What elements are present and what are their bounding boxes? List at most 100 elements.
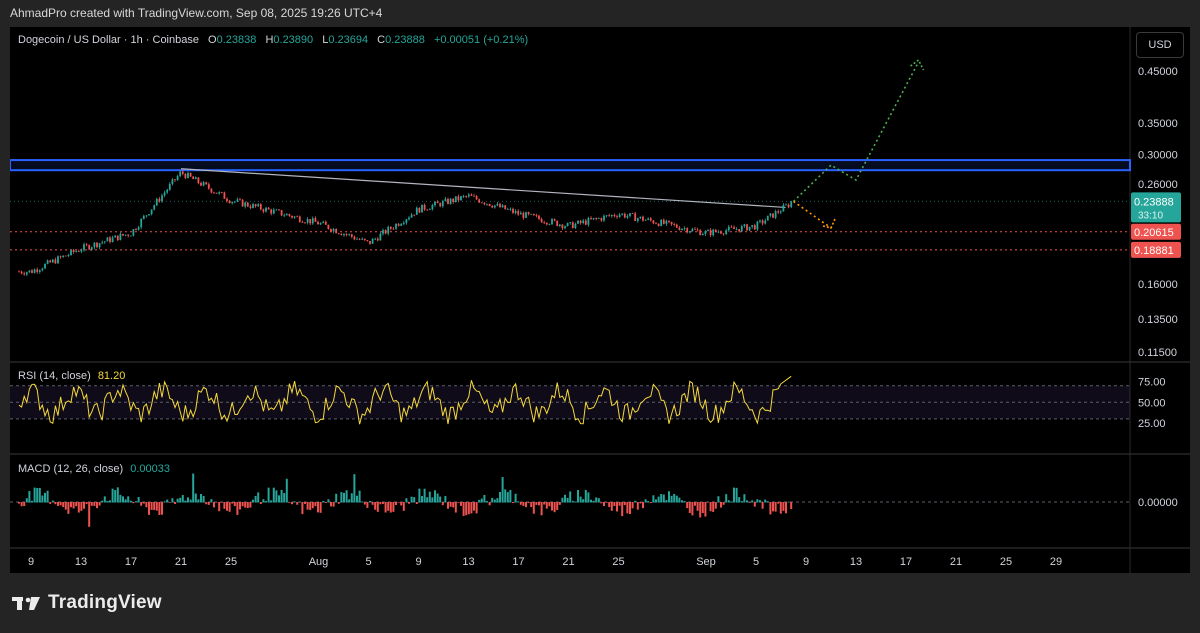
candle-body bbox=[31, 270, 33, 273]
macd-bar bbox=[683, 501, 686, 503]
chart-area[interactable]: 0.45000 0.35000 0.30000 0.26000 0.16000 0.135… bbox=[10, 27, 1190, 573]
candle-body bbox=[155, 198, 158, 206]
macd-bar bbox=[194, 493, 197, 503]
macd-bar bbox=[44, 492, 46, 503]
macd-bar bbox=[634, 500, 637, 503]
macd-bar bbox=[460, 502, 462, 506]
candle-body bbox=[267, 207, 270, 210]
macd-bar bbox=[402, 502, 405, 511]
candle-body bbox=[51, 259, 54, 263]
candle-body bbox=[478, 199, 481, 203]
macd-bar bbox=[54, 502, 57, 505]
candle-body bbox=[330, 228, 332, 232]
macd-bar bbox=[83, 502, 85, 509]
candle-body bbox=[421, 204, 423, 213]
macd-bar bbox=[772, 502, 774, 512]
rsi-tick-label: 50.00 bbox=[1138, 397, 1166, 409]
macd-bar bbox=[647, 501, 650, 503]
macd-bar bbox=[101, 500, 104, 503]
candle-body bbox=[701, 233, 704, 236]
currency-button[interactable]: USD bbox=[1136, 32, 1184, 58]
macd-bar bbox=[23, 502, 26, 507]
candle-body bbox=[530, 213, 533, 215]
macd-bar bbox=[551, 502, 553, 511]
candle-body bbox=[335, 228, 338, 234]
macd-bar bbox=[535, 502, 538, 505]
macd-bar bbox=[623, 502, 626, 506]
candle-body bbox=[769, 213, 772, 216]
candle-body bbox=[733, 227, 735, 229]
macd-bar bbox=[470, 502, 473, 514]
macd-bar bbox=[597, 498, 600, 503]
candle-body bbox=[600, 218, 603, 221]
macd-bar bbox=[220, 502, 223, 503]
macd-bar bbox=[556, 502, 559, 510]
macd-bar bbox=[527, 502, 530, 503]
macd-bar bbox=[20, 502, 23, 507]
macd-bar bbox=[215, 502, 218, 503]
rsi-value: 81.20 bbox=[97, 370, 126, 382]
macd-bar bbox=[587, 492, 590, 503]
macd-bar bbox=[395, 502, 397, 506]
macd-bar bbox=[779, 502, 782, 514]
candle-body bbox=[499, 203, 501, 208]
macd-bar bbox=[116, 487, 119, 503]
candle-body bbox=[161, 195, 163, 202]
macd-bar bbox=[491, 497, 494, 503]
macd-bar bbox=[41, 495, 44, 503]
high-value: 0.23890 bbox=[273, 34, 314, 46]
candle-body bbox=[72, 249, 75, 253]
macd-bar bbox=[701, 502, 704, 514]
candle-body bbox=[582, 220, 585, 223]
candle-body bbox=[727, 226, 730, 231]
price-tick-label: 0.26000 bbox=[1138, 179, 1178, 191]
macd-bar bbox=[348, 499, 351, 503]
macd-bar bbox=[311, 502, 314, 509]
candle-body bbox=[564, 226, 566, 229]
candle-body bbox=[382, 230, 384, 234]
candle-body bbox=[223, 192, 226, 199]
macd-label: MACD (12, 26, close) bbox=[18, 463, 124, 475]
candle-body bbox=[743, 224, 746, 227]
candle-body bbox=[210, 188, 213, 193]
candle-body bbox=[759, 220, 761, 222]
macd-bar bbox=[543, 502, 546, 505]
candle-body bbox=[298, 216, 301, 222]
macd-value: 0.00033 bbox=[130, 463, 170, 475]
macd-bar bbox=[285, 478, 288, 503]
candle-body bbox=[486, 203, 488, 205]
candle-body bbox=[241, 199, 244, 207]
macd-bar bbox=[522, 502, 525, 506]
macd-bar bbox=[566, 497, 569, 503]
macd-bar bbox=[25, 498, 28, 503]
macd-bar bbox=[371, 502, 374, 505]
candle-body bbox=[80, 250, 83, 252]
candle-body bbox=[202, 182, 205, 186]
candle-body bbox=[239, 199, 241, 201]
candle-body bbox=[772, 213, 774, 218]
bearish-arrowhead bbox=[822, 218, 836, 229]
candle-body bbox=[249, 206, 252, 208]
candle-body bbox=[766, 215, 769, 221]
candle-body bbox=[657, 223, 660, 226]
candle-body bbox=[488, 203, 491, 206]
candle-body bbox=[20, 271, 23, 274]
candle-body bbox=[220, 192, 223, 193]
candle-body bbox=[673, 224, 676, 225]
macd-bar bbox=[366, 502, 369, 508]
candle-body bbox=[64, 255, 67, 257]
candle-body bbox=[356, 238, 358, 240]
candle-body bbox=[527, 212, 530, 215]
candle-body bbox=[426, 209, 429, 211]
time-tick-label: 9 bbox=[415, 556, 421, 568]
macd-bar bbox=[639, 502, 642, 504]
chart-canvas[interactable]: 0.45000 0.35000 0.30000 0.26000 0.16000 0.135… bbox=[10, 27, 1190, 573]
macd-bar bbox=[613, 502, 616, 506]
candle-body bbox=[18, 271, 20, 273]
macd-bar bbox=[262, 499, 265, 503]
candle-body bbox=[314, 218, 317, 222]
macd-bar bbox=[553, 502, 556, 513]
macd-bar bbox=[714, 502, 717, 509]
macd-bar bbox=[727, 500, 730, 503]
candle-body bbox=[522, 212, 525, 218]
